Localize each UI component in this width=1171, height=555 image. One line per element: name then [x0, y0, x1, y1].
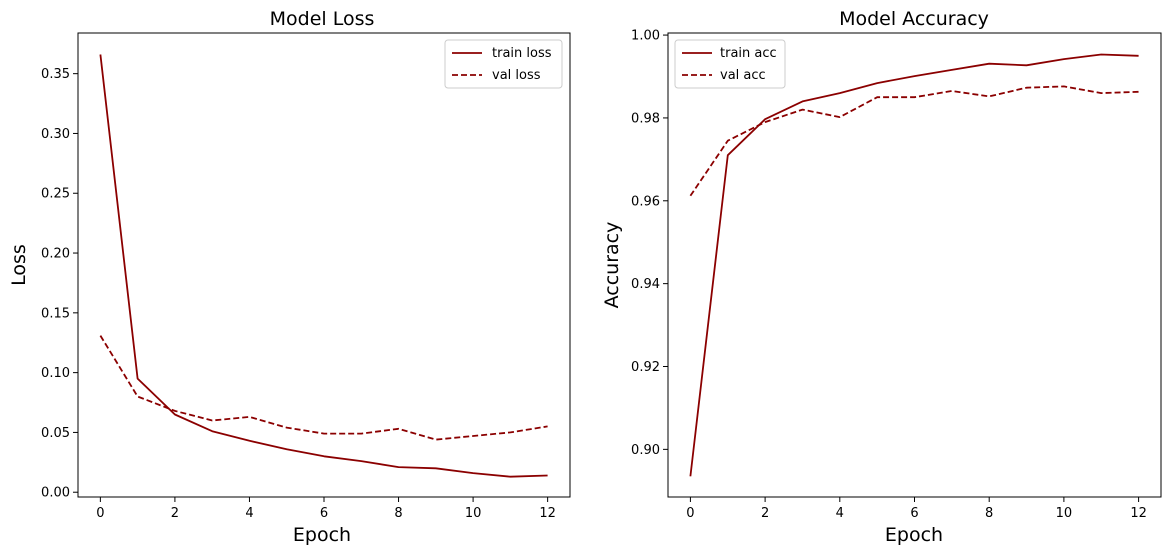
accuracy-y-tick-label: 0.94	[631, 277, 660, 292]
accuracy-plot-frame	[667, 32, 1162, 498]
loss-y-tick-label: 0.25	[41, 187, 70, 202]
accuracy-chart: Model Accuracy 0 2 4 6 8 10 12 0.900.920.940.9…	[601, 8, 1162, 546]
loss-x-axis-label: Epoch	[293, 524, 351, 546]
accuracy-x-ticks: 0 2 4 6 8 10 12	[686, 497, 1147, 521]
loss-y-tick-label: 0.00	[41, 486, 70, 501]
loss-x-tick-label: 2	[171, 506, 179, 521]
loss-y-axis-label: Loss	[8, 244, 30, 286]
loss-y-ticks: 0.00 0.05 0.10 0.15 0.20 0.25 0.30 0.35	[41, 67, 78, 501]
loss-legend: train loss val loss	[444, 39, 563, 89]
loss-chart-title: Model Loss	[270, 8, 375, 30]
accuracy-y-tick-label: 0.90	[631, 443, 660, 458]
accuracy-y-tick-label: 0.96	[631, 194, 660, 209]
loss-legend-box	[444, 39, 563, 89]
accuracy-y-tick-label: 0.98	[631, 111, 660, 126]
accuracy-x-tick-label: 12	[1130, 506, 1147, 521]
loss-legend-label-train: train loss	[492, 46, 552, 61]
loss-legend-label-val: val loss	[492, 68, 541, 83]
loss-x-tick-label: 6	[320, 506, 328, 521]
accuracy-legend-label-val: val acc	[720, 68, 766, 83]
accuracy-legend-label-train: train acc	[720, 46, 777, 61]
accuracy-x-tick-label: 10	[1056, 506, 1073, 521]
loss-x-tick-label: 4	[245, 506, 253, 521]
loss-series-layer	[99, 54, 548, 478]
loss-plot-frame	[77, 32, 571, 498]
loss-x-tick-label: 0	[96, 506, 104, 521]
accuracy-series-line-train-acc	[689, 53, 1139, 477]
loss-x-ticks: 0 2 4 6 8 10 12	[96, 497, 556, 521]
accuracy-y-axis-label: Accuracy	[601, 222, 623, 309]
accuracy-x-tick-label: 6	[910, 506, 918, 521]
accuracy-x-tick-label: 4	[836, 506, 844, 521]
loss-x-tick-label: 10	[465, 506, 482, 521]
loss-y-tick-label: 0.10	[41, 366, 70, 381]
accuracy-series-layer	[689, 53, 1139, 477]
loss-series-line-val-loss	[99, 335, 548, 441]
accuracy-x-tick-label: 2	[761, 506, 769, 521]
accuracy-x-tick-label: 8	[985, 506, 993, 521]
loss-y-tick-label: 0.30	[41, 127, 70, 142]
loss-y-tick-label: 0.05	[41, 426, 70, 441]
accuracy-series-line-val-acc	[689, 85, 1139, 197]
accuracy-legend: train acc val acc	[674, 39, 786, 89]
loss-y-tick-label: 0.20	[41, 247, 70, 262]
loss-series-line-train-loss	[99, 54, 548, 478]
accuracy-y-tick-label: 0.92	[631, 360, 660, 375]
accuracy-x-tick-label: 0	[686, 506, 694, 521]
loss-y-tick-label: 0.15	[41, 306, 70, 321]
loss-x-tick-label: 8	[394, 506, 402, 521]
accuracy-y-tick-label: 1.00	[631, 29, 660, 44]
loss-y-tick-label: 0.35	[41, 67, 70, 82]
loss-x-tick-label: 12	[539, 506, 556, 521]
accuracy-y-ticks: 0.90 0.92 0.94 0.96 0.98 1.00	[631, 29, 668, 458]
accuracy-x-axis-label: Epoch	[885, 524, 943, 546]
accuracy-legend-box	[674, 39, 786, 89]
loss-chart: Model Loss 0 2 4 6 8 10 12 0.00 0.05 0.10 0.15 0.2…	[8, 8, 571, 546]
accuracy-chart-title: Model Accuracy	[839, 8, 989, 30]
